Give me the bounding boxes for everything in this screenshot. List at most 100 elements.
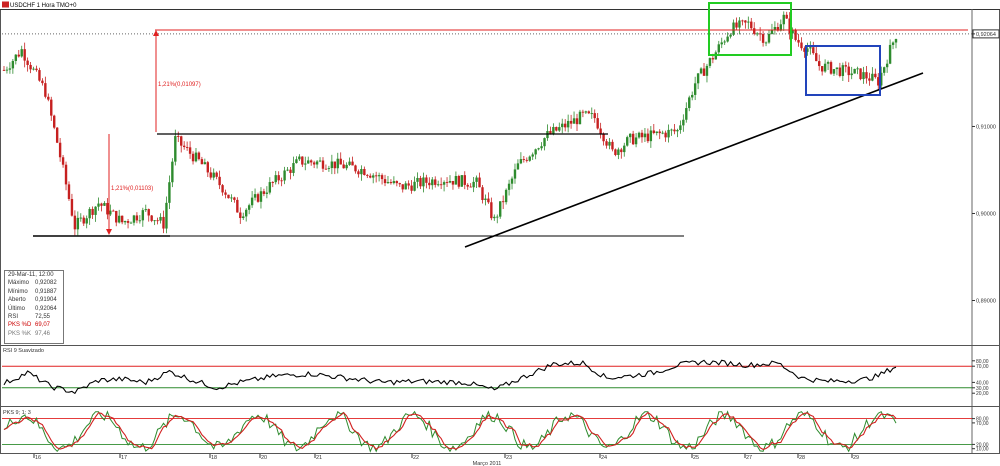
info-row: Máximo 0,92082 xyxy=(5,279,63,287)
candle-body xyxy=(741,20,744,22)
candle-body xyxy=(761,34,765,43)
candle-body xyxy=(239,212,242,219)
candle-body xyxy=(457,175,461,187)
x-axis-label: 21 xyxy=(316,455,322,461)
x-axis-label: 28 xyxy=(799,455,805,461)
candle-body xyxy=(354,165,357,172)
stoch-axis-label: 20,00 xyxy=(976,442,989,448)
candle-body xyxy=(773,27,777,31)
uptrend-line[interactable] xyxy=(464,72,924,248)
candle-body xyxy=(885,63,889,68)
time-axis xyxy=(0,454,1000,466)
candle-body xyxy=(720,42,723,45)
candle-body xyxy=(200,159,204,165)
candle-body xyxy=(782,14,785,25)
candle-body xyxy=(823,63,827,72)
x-axis-label: 23 xyxy=(506,455,512,461)
candle-body xyxy=(404,183,407,190)
x-axis-label: 17 xyxy=(121,455,127,461)
candle-body xyxy=(298,156,301,160)
candle-body xyxy=(566,120,570,128)
candle-body xyxy=(708,58,712,66)
candle-body xyxy=(309,160,313,163)
candle-body xyxy=(812,47,815,54)
candle-body xyxy=(593,113,596,119)
candle-body xyxy=(439,184,443,186)
info-value: 0,92082 xyxy=(35,280,57,287)
candle-body xyxy=(307,160,310,164)
info-label: Máximo xyxy=(8,280,30,287)
candle-body xyxy=(549,131,552,134)
candle-body xyxy=(327,168,331,169)
candle-body xyxy=(26,60,29,65)
candle-body xyxy=(94,206,97,215)
candle-body xyxy=(620,149,623,153)
candle-body xyxy=(79,217,82,219)
candle-body xyxy=(528,156,531,161)
candle-body xyxy=(685,108,688,120)
candle-body xyxy=(806,48,809,52)
candle-body xyxy=(369,175,372,178)
candle-body xyxy=(561,123,564,128)
candle-body xyxy=(856,68,859,70)
info-value: 69,07 xyxy=(35,322,51,329)
candle-body xyxy=(602,133,605,142)
candle-body xyxy=(132,215,136,223)
candle-body xyxy=(844,65,847,67)
candle-body xyxy=(53,115,56,128)
candle-body xyxy=(516,163,520,170)
info-label: RSI xyxy=(8,313,19,320)
x-axis-label: 16 xyxy=(35,455,41,461)
consolidation-box-green[interactable] xyxy=(708,2,792,56)
candle-body xyxy=(723,41,726,43)
candle-body xyxy=(540,146,543,149)
candle-body xyxy=(315,161,319,165)
candle-body xyxy=(463,175,466,185)
info-row: Último 0,92064 xyxy=(5,305,63,313)
candle-body xyxy=(197,152,201,160)
x-axis-label: 18 xyxy=(211,455,217,461)
candle-body xyxy=(888,44,892,64)
candle-body xyxy=(794,30,797,40)
candle-body xyxy=(868,78,871,81)
candle-body xyxy=(286,169,289,171)
candle-body xyxy=(318,160,322,162)
candle-body xyxy=(224,192,227,195)
candle-body xyxy=(8,68,12,70)
consolidation-box-blue[interactable] xyxy=(805,45,881,96)
candle-body xyxy=(280,180,283,182)
x-axis-label: 22 xyxy=(413,455,419,461)
candle-body xyxy=(377,175,381,177)
candle-body xyxy=(504,189,508,203)
rsi-line xyxy=(3,359,897,395)
candle-body xyxy=(673,129,676,132)
candle-body xyxy=(366,174,369,176)
candle-body xyxy=(117,215,121,223)
candle-body xyxy=(460,175,464,187)
candle-body xyxy=(212,172,215,178)
candle-body xyxy=(333,161,337,169)
info-value: 0,91887 xyxy=(35,288,57,295)
candle-body xyxy=(64,164,68,185)
candle-body xyxy=(141,210,145,221)
stoch-title: PKS 9; 1; 3 xyxy=(3,410,31,416)
candle-body xyxy=(608,141,611,146)
candle-body xyxy=(501,201,505,203)
candle-body xyxy=(11,60,15,69)
candle-body xyxy=(679,125,682,131)
stoch-d-line xyxy=(3,411,897,450)
candle-body xyxy=(123,221,127,223)
candle-body xyxy=(425,177,428,183)
candle-body xyxy=(891,42,895,45)
candle-body xyxy=(135,215,139,221)
candle-body xyxy=(398,183,401,185)
candle-body xyxy=(803,48,806,52)
candle-body xyxy=(637,132,641,138)
candle-body xyxy=(253,194,257,198)
x-axis-label: 24 xyxy=(601,455,607,461)
y-axis-label: 0,89000 xyxy=(976,298,996,304)
info-label: Aberto xyxy=(8,297,26,304)
candle-body xyxy=(614,149,617,155)
candle-body xyxy=(829,62,833,74)
